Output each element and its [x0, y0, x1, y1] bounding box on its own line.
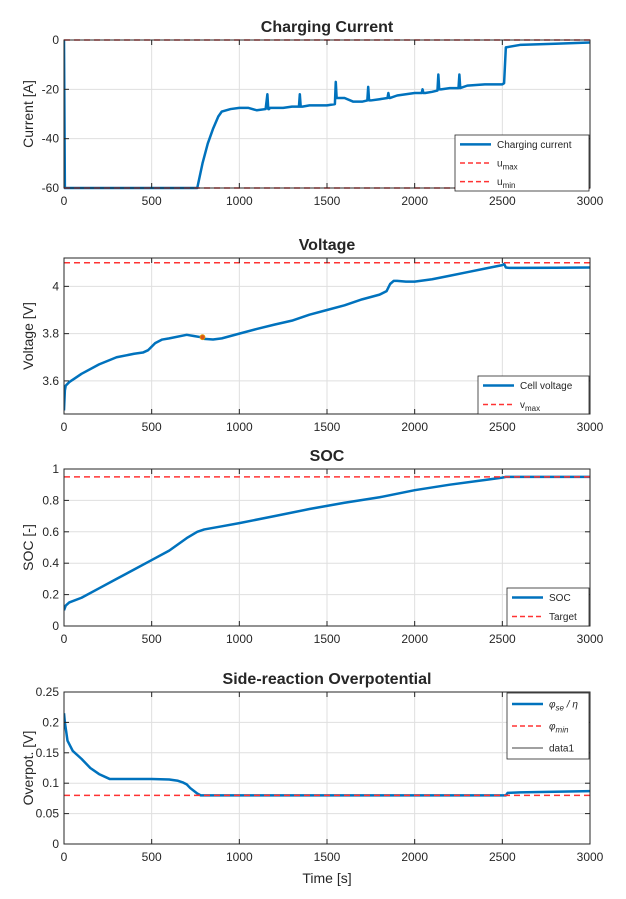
y-tick-label: 3.6	[42, 374, 59, 388]
legend-entry-text: Charging current	[497, 140, 572, 151]
x-tick-label: 0	[61, 194, 68, 208]
y-tick-label: 0	[52, 837, 59, 851]
x-tick-label: 500	[142, 632, 162, 646]
y-tick-label: 0.05	[36, 807, 60, 821]
legend-entry-suffix: / η	[564, 700, 578, 711]
y-tick-label: 0.1	[42, 776, 59, 790]
legend-entry-text: data1	[549, 744, 574, 755]
legend-entry: data1	[549, 744, 574, 755]
legend-entry: umin	[497, 177, 515, 190]
x-tick-label: 2500	[489, 420, 516, 434]
legend-entry-subscript: max	[525, 404, 540, 413]
x-tick-label: 2000	[401, 194, 428, 208]
chart-title: Voltage	[299, 237, 356, 254]
legend-entry: φmin	[549, 722, 569, 735]
x-tick-label: 2500	[489, 632, 516, 646]
x-tick-label: 1000	[226, 850, 253, 864]
x-tick-label: 3000	[577, 420, 604, 434]
legend-entry-subscript: max	[503, 163, 518, 172]
subplot-1: 0 500 1000 1500 2000 2500 3000 -60 -40 -20 0 Chargi…	[20, 19, 604, 208]
x-tick-label: 2000	[401, 632, 428, 646]
y-tick-label: 0.25	[36, 685, 60, 699]
y-axis-label: Current [A]	[20, 80, 36, 148]
y-tick-label: 4	[52, 279, 59, 293]
y-tick-label: 0.6	[42, 525, 59, 539]
y-tick-label: 1	[52, 462, 59, 476]
y-tick-label: 0.2	[42, 588, 59, 602]
y-tick-label: 0.15	[36, 746, 60, 760]
x-tick-label: 2500	[489, 194, 516, 208]
x-tick-label: 2000	[401, 850, 428, 864]
x-tick-label: 1500	[314, 632, 341, 646]
x-tick-label: 0	[61, 850, 68, 864]
series-line-1	[64, 262, 590, 411]
legend-entry: SOC	[549, 593, 571, 604]
x-tick-label: 1000	[226, 194, 253, 208]
chart-title: Side-reaction Overpotential	[223, 671, 432, 688]
y-tick-label: 0	[52, 33, 59, 47]
subplot-3: 0 500 1000 1500 2000 2500 3000 0 0.2 0.4 0.6 0.8 1 SO…	[20, 448, 604, 646]
legend-entry-text: φ	[549, 722, 556, 733]
legend: SOC Target	[506, 587, 590, 627]
x-tick-label: 1000	[226, 420, 253, 434]
legend-entry-text: u	[497, 159, 503, 170]
legend-entry: Charging current	[497, 140, 572, 151]
x-tick-label: 0	[61, 420, 68, 434]
chart-title: Charging Current	[261, 19, 394, 36]
legend-entry: φse / η	[549, 700, 578, 713]
legend-entry: Cell voltage	[520, 381, 573, 392]
y-tick-label: -60	[42, 181, 60, 195]
y-axis-label: Overpot. [V]	[20, 731, 36, 806]
legend-entry-subscript: min	[556, 726, 569, 735]
x-axis-label: Time [s]	[302, 870, 351, 886]
y-tick-label: -20	[42, 82, 60, 96]
x-tick-label: 2000	[401, 420, 428, 434]
data-marker	[199, 334, 206, 341]
legend-box	[506, 587, 590, 627]
x-tick-label: 1500	[314, 194, 341, 208]
y-tick-label: 0.4	[42, 556, 59, 570]
y-tick-label: 0.2	[42, 715, 59, 729]
x-tick-label: 3000	[577, 194, 604, 208]
legend-entry: vmax	[520, 400, 540, 413]
x-tick-label: 1500	[314, 420, 341, 434]
x-tick-label: 1000	[226, 632, 253, 646]
y-tick-label: 0.8	[42, 493, 59, 507]
legend-box	[477, 375, 590, 415]
legend-entry-text: φ	[549, 700, 556, 711]
x-tick-label: 500	[142, 194, 162, 208]
legend: Cell voltage vmax	[477, 375, 590, 415]
legend-entry-subscript: se	[556, 704, 565, 713]
x-tick-label: 2500	[489, 850, 516, 864]
x-tick-label: 1500	[314, 850, 341, 864]
x-tick-label: 3000	[577, 632, 604, 646]
subplot-2: 0 500 1000 1500 2000 2500 3000 3.6 3.8 4 Voltage Vo…	[20, 237, 604, 434]
y-axis-label: Voltage [V]	[20, 302, 36, 370]
legend-entry-subscript: min	[503, 181, 516, 190]
series-line-1	[64, 39, 590, 190]
legend-entry-text: v	[520, 400, 525, 411]
x-tick-label: 3000	[577, 850, 604, 864]
y-tick-label: -40	[42, 132, 60, 146]
legend-entry-text: Target	[549, 612, 577, 623]
legend-entry: Target	[549, 612, 577, 623]
chart-title: SOC	[310, 448, 345, 465]
legend-entry-text: u	[497, 177, 503, 188]
x-tick-label: 0	[61, 632, 68, 646]
y-axis-label: SOC [-]	[20, 524, 36, 571]
legend-entry-text: SOC	[549, 593, 571, 604]
x-tick-label: 500	[142, 850, 162, 864]
series-line-1	[64, 475, 590, 611]
legend-entry: umax	[497, 159, 518, 172]
subplot-4: 0 500 1000 1500 2000 2500 3000 0 0.05 0.1 0.15 0.2 0…	[20, 671, 604, 886]
legend-entry-text: Cell voltage	[520, 381, 573, 392]
y-tick-label: 0	[52, 619, 59, 633]
x-tick-label: 500	[142, 420, 162, 434]
y-tick-label: 3.8	[42, 327, 59, 341]
